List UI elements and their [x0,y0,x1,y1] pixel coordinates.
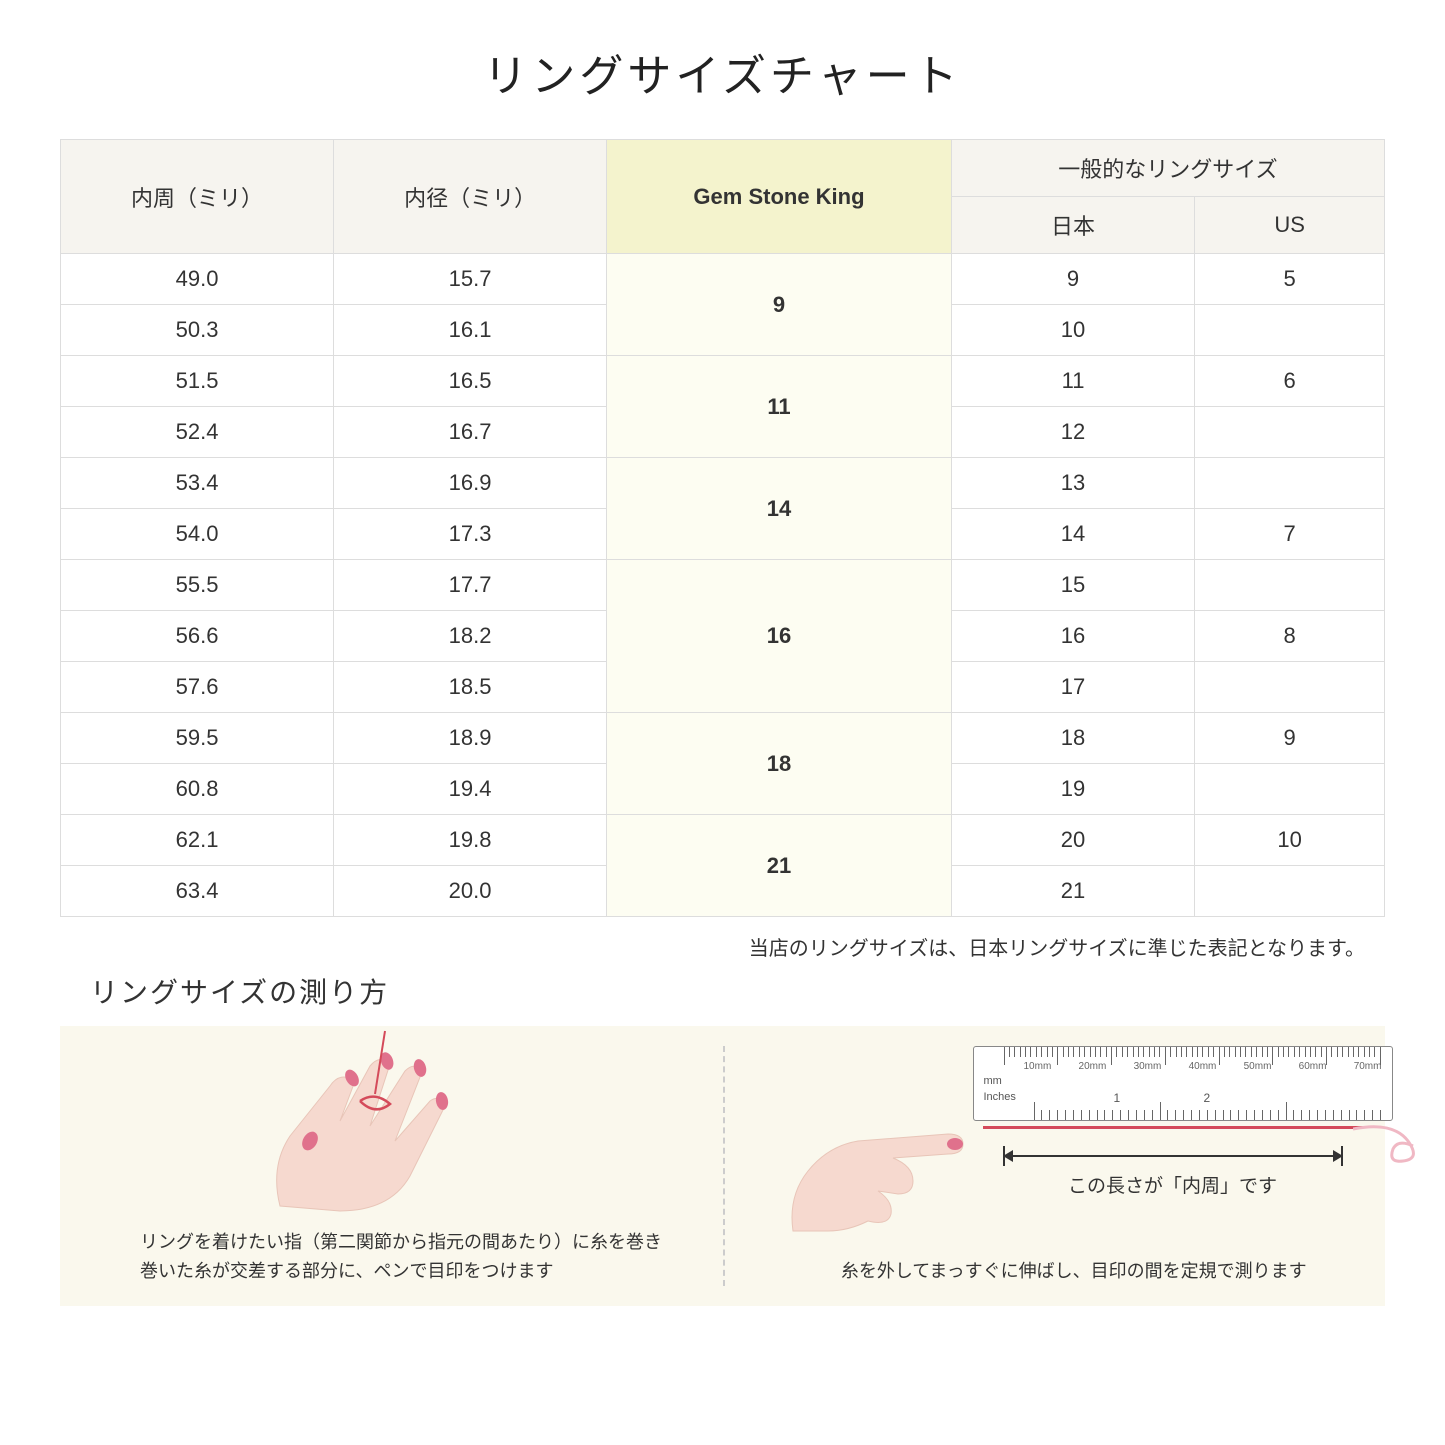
table-row: 53.416.91413 [61,458,1385,509]
size-chart-table: 内周（ミリ） 内径（ミリ） Gem Stone King 一般的なリングサイズ … [60,139,1385,917]
note-text: 当店のリングサイズは、日本リングサイズに準じた表記となります。 [60,932,1385,961]
hand-point-icon [783,1086,983,1236]
ruler-mm-label: mm [984,1075,1002,1087]
step1-caption: リングを着けたい指（第二関節から指元の間あたり）に糸を巻き 巻いた糸が交差する部… [140,1228,683,1286]
table-row: 51.516.511116 [61,356,1385,407]
col-japan: 日本 [951,197,1194,254]
arrow-label: この長さが「内周」です [1003,1171,1343,1198]
table-row: 62.119.8212010 [61,815,1385,866]
hand-wrap-icon [240,1026,500,1216]
table-row: 59.518.918189 [61,713,1385,764]
step2-caption: 糸を外してまっすぐに伸ばし、目印の間を定規で測ります [803,1257,1346,1286]
howto-title: リングサイズの測り方 [90,971,1385,1011]
table-row: 55.517.71615 [61,560,1385,611]
page-title: リングサイズチャート [60,40,1385,104]
howto-step-2: 10mm20mm30mm40mm50mm60mm70mm mm Inches 1… [723,1026,1386,1306]
howto-panel: リングを着けたい指（第二関節から指元の間あたり）に糸を巻き 巻いた糸が交差する部… [60,1026,1385,1306]
string-line [983,1126,1363,1129]
measure-arrow [1003,1146,1343,1166]
col-circumference: 内周（ミリ） [61,140,334,254]
table-row: 49.015.7995 [61,254,1385,305]
howto-step-1: リングを着けたい指（第二関節から指元の間あたり）に糸を巻き 巻いた糸が交差する部… [60,1026,723,1306]
ruler-in-label: Inches [984,1091,1016,1103]
col-gsk: Gem Stone King [607,140,952,254]
col-general: 一般的なリングサイズ [951,140,1384,197]
string-curl-icon [1353,1111,1433,1171]
col-diameter: 内径（ミリ） [334,140,607,254]
ruler-icon: 10mm20mm30mm40mm50mm60mm70mm mm Inches 1… [973,1046,1393,1121]
col-us: US [1195,197,1385,254]
